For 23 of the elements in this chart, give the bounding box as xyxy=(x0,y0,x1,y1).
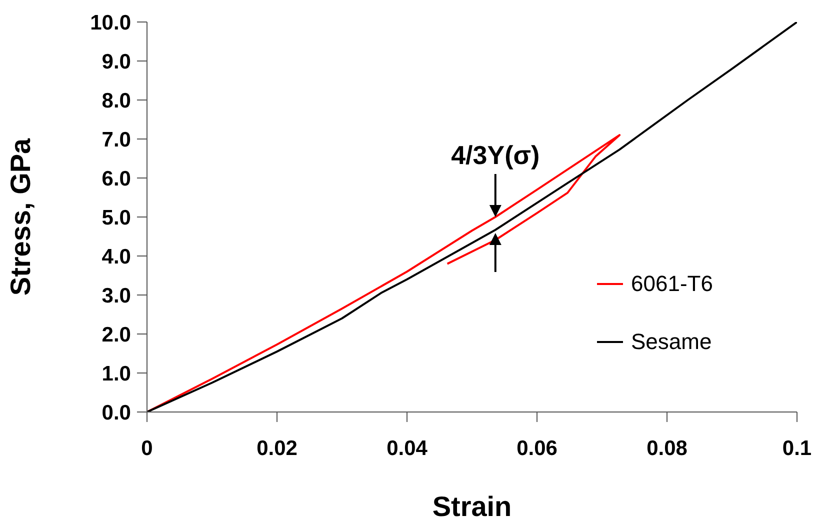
y-axis-title: Stress, GPa xyxy=(4,138,36,296)
y-tick-label: 8.0 xyxy=(102,89,131,112)
y-tick-label: 5.0 xyxy=(102,206,131,230)
y-tick-label: 6.0 xyxy=(102,167,131,190)
y-tick-label: 9.0 xyxy=(102,50,131,74)
x-tick-label: 0.06 xyxy=(516,436,558,460)
x-tick-label: 0.04 xyxy=(386,436,428,460)
x-tick-label: 0.1 xyxy=(782,436,812,460)
legend-label: 6061-T6 xyxy=(631,271,713,297)
y-tick-label: 0.0 xyxy=(102,401,131,424)
x-axis-title: Strain xyxy=(432,491,512,522)
y-tick-label: 4.0 xyxy=(102,245,131,268)
line-series xyxy=(147,134,621,412)
x-tick-label: 0 xyxy=(141,436,153,460)
annotation: 4/3Y(σ) xyxy=(451,140,540,170)
y-tick-label: 7.0 xyxy=(102,128,131,152)
y-tick-label: 2.0 xyxy=(102,323,131,346)
x-tick-label: 0.02 xyxy=(256,436,298,460)
y-tick-label: 10.0 xyxy=(90,11,131,34)
legend-label: Sesame xyxy=(631,329,712,355)
x-tick-label: 0.08 xyxy=(646,436,688,460)
y-tick-label: 3.0 xyxy=(102,284,131,308)
y-tick-label: 1.0 xyxy=(102,362,131,386)
